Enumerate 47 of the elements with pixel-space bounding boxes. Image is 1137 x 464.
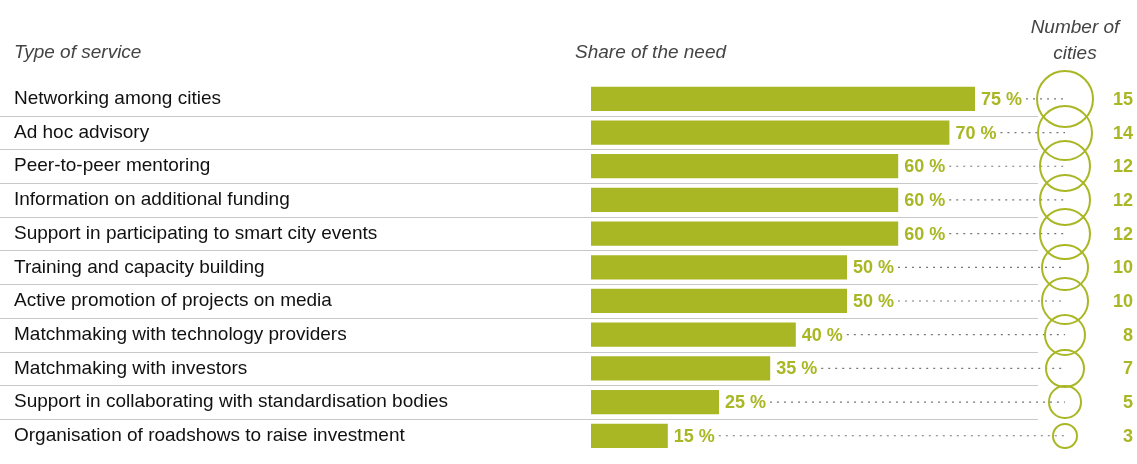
bar [591, 86, 975, 111]
text: 8 [1122, 324, 1133, 345]
text: 7 [1122, 358, 1133, 379]
text: 5 [1122, 392, 1133, 413]
x-axis-title: Share of the need [575, 41, 727, 63]
data-label: 60 % [904, 223, 946, 244]
data-label: 70 % [955, 122, 997, 143]
bar [591, 423, 668, 448]
bar [591, 120, 950, 145]
data-label: 35 % [776, 358, 818, 379]
bar [591, 356, 771, 381]
bar [591, 288, 847, 314]
text: 14 [1111, 122, 1133, 143]
y-axis-title: Type of service [14, 41, 142, 63]
bar [591, 187, 899, 213]
bar [591, 322, 796, 347]
data-label: 60 % [904, 189, 946, 210]
y-tick-label: Matchmaking with investors [14, 356, 248, 378]
y-tick-label: Information on additional funding [14, 188, 290, 210]
text: 12 [1111, 156, 1133, 177]
y-tick-label: Peer-to-peer mentoring [14, 154, 211, 176]
data-label: 25 % [725, 392, 767, 413]
y-tick-label: Matchmaking with technology providers [14, 322, 347, 344]
y-tick-label: Support in participating to smart city events [14, 221, 378, 243]
text: 10 [1111, 290, 1133, 311]
bar [591, 221, 899, 246]
text: Number of cities [1029, 15, 1122, 65]
text: 12 [1111, 223, 1133, 244]
y-tick-label: Organisation of roadshows to raise investment [14, 423, 406, 445]
bar [591, 389, 719, 415]
data-label: 15 % [673, 425, 715, 446]
data-label: 50 % [853, 257, 895, 278]
text: 10 [1111, 257, 1133, 278]
y-tick-label: Ad hoc advisory [14, 120, 150, 142]
text: 15 [1111, 88, 1133, 109]
data-label: 75 % [981, 88, 1023, 109]
data-label: 60 % [904, 156, 946, 177]
y-tick-label: Support in collaborating with standardisation bodies [14, 390, 449, 412]
text: 3 [1122, 425, 1133, 446]
text: 12 [1111, 189, 1133, 210]
y-tick-label: Training and capacity building [14, 255, 265, 277]
y-tick-label: Networking among cities [14, 87, 221, 109]
data-label: 50 % [853, 290, 895, 311]
y-tick-label: Active promotion of projects on media [14, 289, 333, 311]
data-label: 40 % [801, 324, 843, 345]
bar [591, 154, 899, 179]
bar [591, 255, 847, 280]
